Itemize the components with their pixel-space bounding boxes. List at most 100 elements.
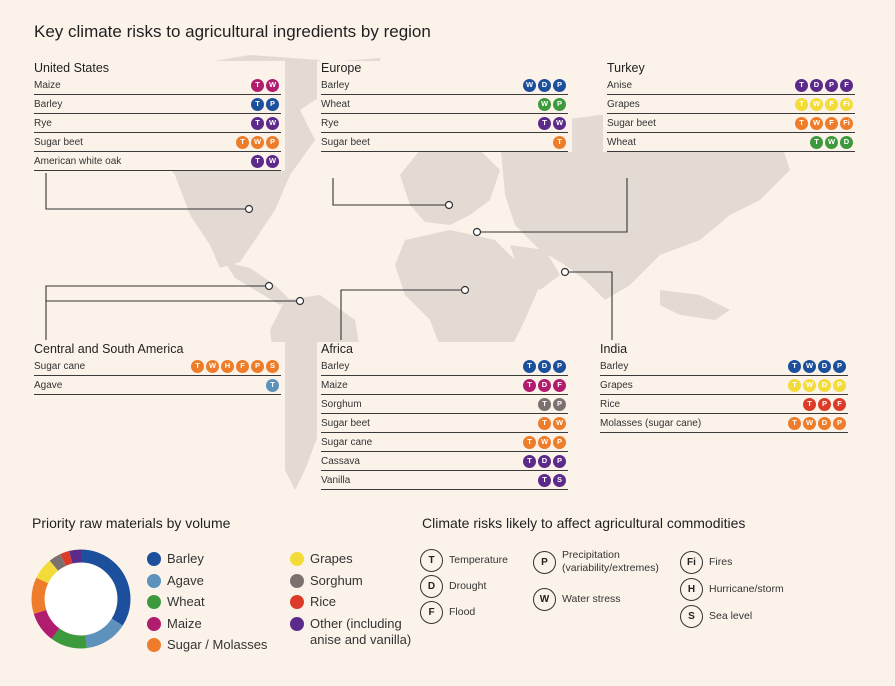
region-title: Africa (321, 342, 353, 356)
risk-badge: W (810, 116, 823, 130)
risk-badge: T (795, 97, 808, 111)
risk-badge: W (538, 435, 551, 449)
risk-badge: T (538, 116, 551, 130)
risk-badge: W (538, 97, 551, 111)
risk-label: Fires (709, 556, 733, 568)
risk-badge: F (840, 78, 853, 92)
region-panel-united-states: United States Maize T W Barley T P Rye T W Sugar … (30, 61, 285, 171)
risk-badge: P (833, 378, 846, 392)
risk-badge: W (825, 135, 838, 149)
risk-badge: T (538, 473, 551, 487)
risk-badge: T (810, 135, 823, 149)
risk-badge: T (795, 116, 808, 130)
risk-legend-item: T Temperature (420, 549, 508, 572)
legend-item: Wheat (147, 594, 287, 610)
donut-slice (31, 549, 131, 649)
europe-connector (332, 178, 449, 206)
risk-badge: T (553, 135, 566, 149)
region-title: India (600, 342, 628, 356)
risk-badge: W (553, 116, 566, 130)
legend-swatch (290, 595, 304, 609)
region-panel-europe: Europe Barley W D P Wheat W P Rye T W Sugar beet T (317, 61, 572, 152)
ingredient-name: Sugar beet (34, 136, 83, 148)
risk-badge: T (251, 154, 264, 168)
risk-code-icon: P (533, 550, 556, 574)
legend-swatch (147, 573, 161, 588)
risk-badges: T W F Fi (795, 97, 855, 111)
risks-title: Climate risks likely to affect agricultu… (422, 515, 746, 531)
legend-item: Other (including anise and vanilla) (290, 616, 420, 648)
risk-badge: P (553, 397, 566, 411)
risk-legend-item: D Drought (420, 575, 486, 598)
risk-badge: T (251, 116, 264, 130)
central-america-landmass (225, 262, 290, 305)
connector-lines (45, 173, 628, 340)
ingredient-name: American white oak (34, 155, 122, 167)
donut-slice (31, 549, 131, 649)
ingredient-row: Barley T W D P (600, 357, 848, 376)
risk-badge: S (553, 473, 566, 487)
ingredient-row: Vanilla T S (321, 471, 568, 490)
legend-item: Agave (147, 573, 287, 589)
legend-label: Grapes (310, 551, 353, 566)
legend-label: Other (including anise and vanilla) (310, 615, 412, 647)
legend-swatch (290, 616, 304, 631)
risk-label: Sea level (709, 610, 753, 622)
india-connector (565, 271, 613, 340)
ingredient-row: Anise T D P F (607, 76, 855, 95)
africa-landmass (395, 230, 540, 420)
ingredient-row: Rye T W (34, 114, 281, 133)
risk-badge: W (206, 359, 219, 373)
risk-legend-item: W Water stress (533, 588, 621, 611)
ingredient-name: Barley (321, 360, 350, 372)
risk-badge: S (266, 359, 279, 373)
risk-badge: D (538, 454, 551, 468)
priority-legend-column-1: Barley Agave Wheat Maize Sugar / Molasses (147, 551, 287, 659)
risk-code-icon: S (680, 605, 703, 628)
region-rows: Barley T D P Maize T D F Sorghum T P Sugar beet T W Su… (321, 357, 568, 490)
region-panel-india: India Barley T W D P Grapes T W D P Rice T P F Molasse… (596, 342, 852, 494)
legend-swatch (147, 595, 161, 609)
risk-badges: T W F Fi (795, 116, 855, 130)
location-markers (244, 200, 570, 306)
region-title: United States (34, 61, 110, 75)
ingredient-name: Grapes (600, 379, 633, 391)
ingredient-name: Maize (321, 379, 348, 391)
region-title: Central and South America (34, 342, 184, 356)
legend-item: Barley (147, 551, 287, 567)
legend-swatch (147, 638, 161, 652)
ingredient-row: Wheat W P (321, 95, 568, 114)
legend-item: Rice (290, 594, 420, 610)
risk-badge: T (788, 378, 801, 392)
legend-swatch (147, 552, 161, 566)
region-rows: Sugar cane T W H F P S Agave T (34, 357, 281, 395)
risk-code-icon: W (533, 588, 556, 611)
region-rows: Barley T W D P Grapes T W D P Rice T P F Molasses (sug… (600, 357, 848, 433)
ingredient-row: Sugar cane T W H F P S (34, 357, 281, 376)
risk-badge: P (833, 416, 846, 430)
risk-badge: T (523, 454, 536, 468)
priority-legend-column-2: Grapes Sorghum Rice Other (including anise … (290, 551, 420, 653)
region-title: Turkey (607, 61, 645, 75)
risk-badge: T (251, 78, 264, 92)
priority-donut-chart (31, 549, 131, 649)
ingredient-name: Maize (34, 79, 61, 91)
risk-badge: W (266, 78, 279, 92)
risk-badge: D (818, 378, 831, 392)
legend-item: Grapes (290, 551, 420, 567)
region-panel-africa: Africa Barley T D P Maize T D F Sorghum T P Sugar b… (317, 342, 572, 494)
risk-badge: T (803, 397, 816, 411)
risk-badge: W (803, 416, 816, 430)
risk-badge: T (538, 397, 551, 411)
